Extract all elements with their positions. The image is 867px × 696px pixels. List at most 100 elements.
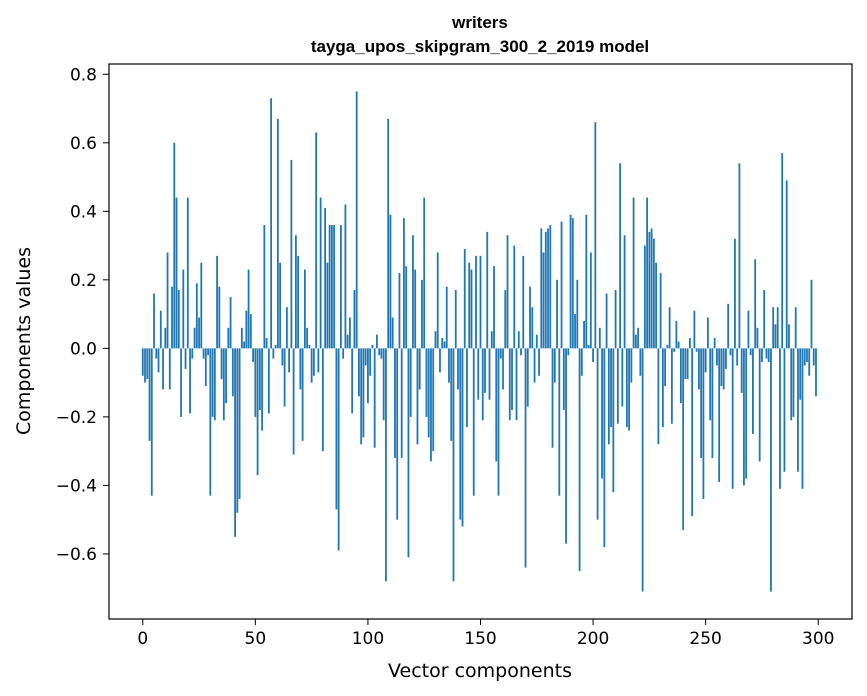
bar-1 [144, 348, 146, 383]
bar-31 [211, 348, 214, 417]
bar-207 [607, 348, 610, 445]
bar-251 [707, 317, 709, 349]
bar-21 [189, 348, 191, 414]
bar-219 [634, 334, 637, 349]
bar-115 [400, 348, 403, 458]
bar-272 [754, 259, 757, 349]
bar-234 [668, 307, 671, 349]
bar-147 [472, 348, 475, 496]
bar-205 [603, 348, 606, 548]
y-tick-label: 0.8 [70, 65, 97, 85]
bar-209 [612, 348, 615, 493]
bar-25 [198, 317, 200, 349]
bar-12 [168, 348, 171, 390]
plot-frame [108, 63, 853, 620]
bar-89 [342, 348, 345, 359]
bar-288 [790, 348, 793, 421]
bar-286 [785, 180, 788, 349]
bar-94 [353, 290, 356, 349]
bar-124 [421, 279, 423, 349]
bar-51 [256, 348, 259, 476]
bar-122 [416, 348, 419, 445]
bar-293 [801, 348, 804, 489]
bar-139 [454, 290, 457, 349]
bar-114 [398, 272, 401, 349]
bar-277 [765, 348, 768, 359]
bar-264 [736, 348, 739, 366]
bar-243 [688, 338, 691, 349]
bar-125 [423, 197, 426, 349]
bar-149 [477, 348, 480, 400]
bar-81 [324, 207, 327, 349]
bar-239 [679, 348, 682, 404]
bar-131 [436, 252, 439, 349]
bar-171 [526, 348, 529, 407]
bar-34 [218, 286, 221, 349]
bar-214 [623, 235, 626, 349]
bar-22 [191, 348, 194, 359]
bar-188 [565, 348, 567, 544]
bar-98 [362, 348, 365, 438]
bar-137 [450, 348, 453, 441]
bar-70 [299, 348, 302, 390]
bar-64 [285, 307, 288, 349]
bar-29 [207, 348, 209, 356]
bar-71 [301, 348, 304, 441]
bar-145 [468, 262, 471, 349]
bar-255 [716, 348, 718, 366]
bar-260 [727, 303, 730, 349]
bar-138 [452, 348, 455, 582]
bar-276 [763, 290, 766, 349]
y-tick-label: −0.4 [56, 476, 97, 496]
bar-4 [150, 348, 153, 496]
bar-7 [157, 348, 160, 373]
bar-148 [475, 255, 477, 349]
bar-201 [594, 122, 597, 349]
bar-270 [749, 348, 752, 356]
bar-164 [511, 348, 513, 411]
bar-256 [718, 348, 721, 482]
bar-9 [162, 348, 164, 390]
bar-278 [767, 348, 770, 363]
bar-296 [808, 348, 811, 376]
bar-279 [770, 348, 772, 592]
bar-93 [351, 348, 354, 414]
bar-77 [315, 132, 318, 349]
x-tick-label: 200 [577, 629, 609, 649]
bar-185 [558, 348, 561, 496]
bar-158 [497, 348, 500, 496]
bar-218 [632, 197, 635, 349]
bar-162 [506, 235, 509, 349]
bar-237 [675, 320, 678, 349]
bar-227 [652, 238, 655, 349]
bar-203 [598, 327, 601, 349]
bar-73 [306, 327, 309, 349]
bar-250 [704, 348, 707, 373]
bar-175 [535, 334, 538, 349]
bar-247 [698, 348, 700, 390]
bar-283 [779, 348, 781, 489]
bar-275 [761, 348, 763, 363]
bar-266 [740, 348, 743, 393]
bar-287 [788, 324, 790, 349]
bar-108 [385, 348, 387, 582]
bar-182 [551, 348, 554, 448]
bar-90 [344, 204, 347, 349]
bar-109 [387, 118, 390, 349]
y-tick-label: 0.0 [70, 339, 97, 359]
bar-141 [459, 348, 462, 520]
bar-208 [610, 348, 612, 428]
bar-246 [695, 348, 698, 352]
bar-178 [542, 252, 545, 349]
bar-23 [193, 327, 196, 349]
bar-136 [448, 348, 450, 383]
bar-194 [578, 348, 581, 572]
bar-88 [340, 225, 342, 349]
bar-118 [407, 348, 410, 558]
bar-299 [815, 348, 817, 397]
bar-65 [288, 348, 291, 373]
bar-106 [380, 348, 383, 359]
bar-156 [493, 266, 495, 349]
bar-126 [425, 348, 428, 417]
bar-241 [684, 348, 687, 380]
